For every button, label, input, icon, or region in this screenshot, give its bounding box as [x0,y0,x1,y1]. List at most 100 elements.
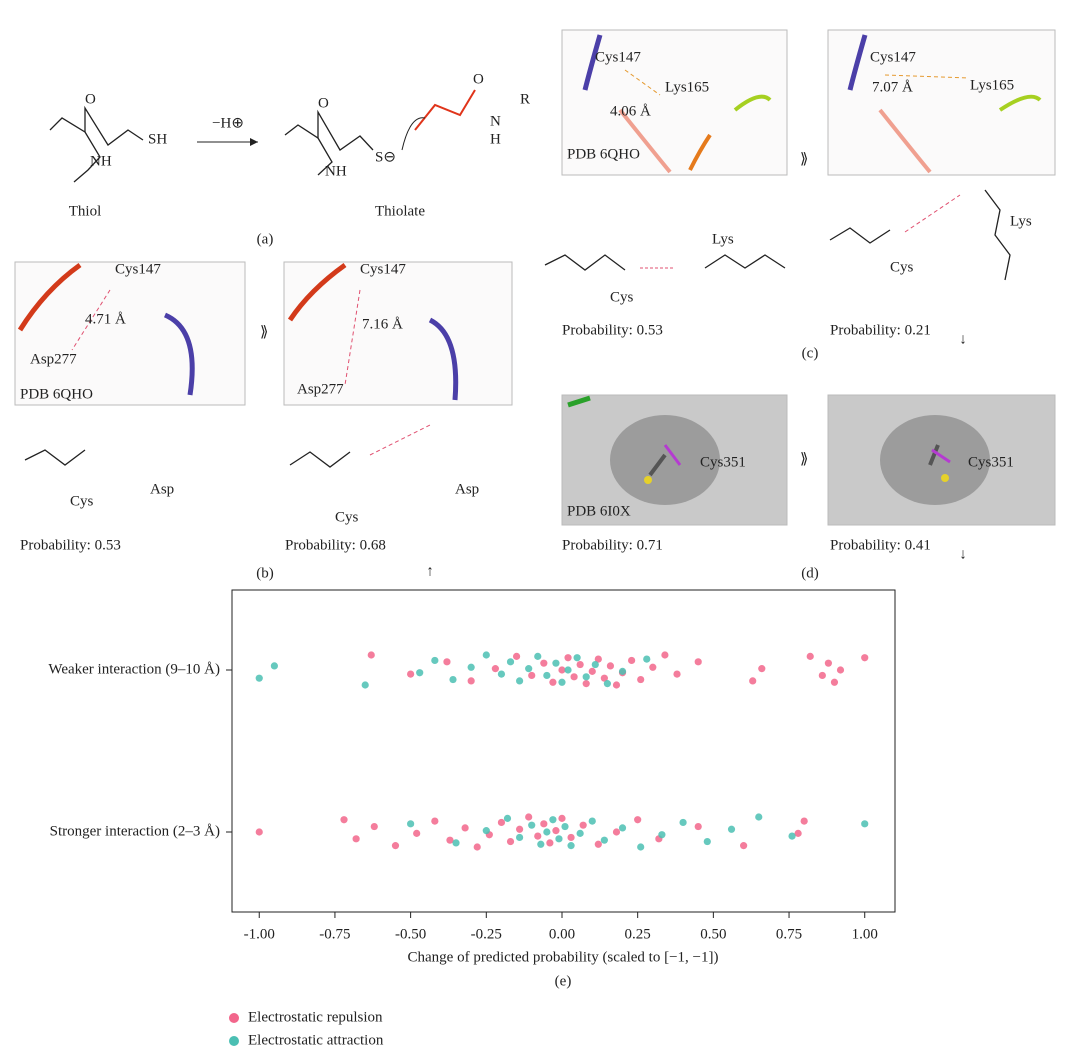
point [861,654,869,662]
point [482,651,490,659]
x-tick-label: -0.50 [395,926,426,942]
pocket [880,415,990,505]
point [558,666,566,674]
panel-a: O SH NH Thiol −H⊕ O NH S⊖ O N H R Thiola… [49,71,530,247]
point [452,839,460,847]
point [637,675,645,684]
point [658,831,666,839]
atom: N [490,113,501,129]
point [594,840,602,848]
point [564,654,572,662]
point [482,827,490,835]
residue: Cys147 [360,261,406,277]
point [497,818,506,827]
residue-stick [663,444,682,466]
point [546,839,554,847]
residue: Cys [610,289,634,305]
point [794,829,802,837]
panel-d: Cys351 PDB 6I0X Cys351 ⟫ Probability: 0.… [561,394,1056,581]
bond [73,131,101,183]
label: Thiol [69,203,102,219]
point [497,670,506,678]
point [836,666,845,674]
point [255,674,263,682]
atom: S⊖ [375,149,396,165]
point [525,813,533,821]
atom: O [318,95,329,111]
point [543,828,551,836]
point [727,825,736,833]
ribbon [878,108,932,174]
point [506,658,515,666]
atom: R [520,91,530,107]
point [861,820,869,828]
residue-stick [928,444,940,466]
bond [544,254,626,271]
point [588,817,596,825]
transition: ⟫ [800,451,808,467]
point [588,667,596,675]
point [525,665,533,673]
point [528,671,536,680]
point [576,660,584,669]
point [534,652,542,660]
point [643,655,651,663]
point [567,842,575,850]
structure-image [827,29,1056,176]
ribbon [567,395,591,408]
label: Thiolate [375,203,425,219]
point [591,660,599,669]
x-tick-label: -0.75 [319,926,350,942]
residue: Lys [712,231,734,247]
bond [829,227,891,244]
point [618,667,627,675]
y-tick-label: Stronger interaction (2–3 Å) [50,823,220,839]
point [543,671,551,680]
point [570,673,578,681]
point [352,835,360,843]
ribbon [998,94,1042,112]
point [255,828,263,836]
acrylamide [414,89,476,131]
point [573,654,581,662]
sulfur [941,474,949,482]
ribbon [287,262,347,322]
point [582,680,590,688]
pdb: PDB 6QHO [567,146,640,162]
structure-image [561,29,788,176]
residue: Asp277 [30,351,77,367]
point [555,835,563,843]
point [370,822,378,831]
sulfur [644,476,652,484]
residue: Lys165 [665,79,709,95]
point [603,680,611,688]
residue: Cys [70,493,94,509]
x-tick-label: 0.50 [700,926,726,942]
residue: Cys351 [700,454,746,470]
probability: Probability: 0.53 [562,322,663,338]
atom: H [490,131,501,147]
pdb: PDB 6QHO [20,386,93,402]
point [755,813,763,821]
point [491,665,499,673]
point [443,658,451,666]
decrease-arrow: ↓ [959,331,967,347]
point [407,820,415,828]
transition: ⟫ [260,324,268,340]
probability: Probability: 0.68 [285,537,386,553]
ribbon [163,312,195,396]
point [788,832,796,840]
point [540,820,548,828]
point [679,818,687,827]
residue: Cys351 [968,454,1014,470]
panel-label: (e) [555,973,572,989]
atom: SH [148,131,167,147]
residue: Cys147 [870,49,916,65]
residue: Lys165 [970,77,1014,93]
point [549,816,557,824]
bond [289,451,351,468]
probability: Probability: 0.53 [20,537,121,553]
bond [317,137,333,176]
ribbon [688,133,712,171]
point [361,681,369,689]
